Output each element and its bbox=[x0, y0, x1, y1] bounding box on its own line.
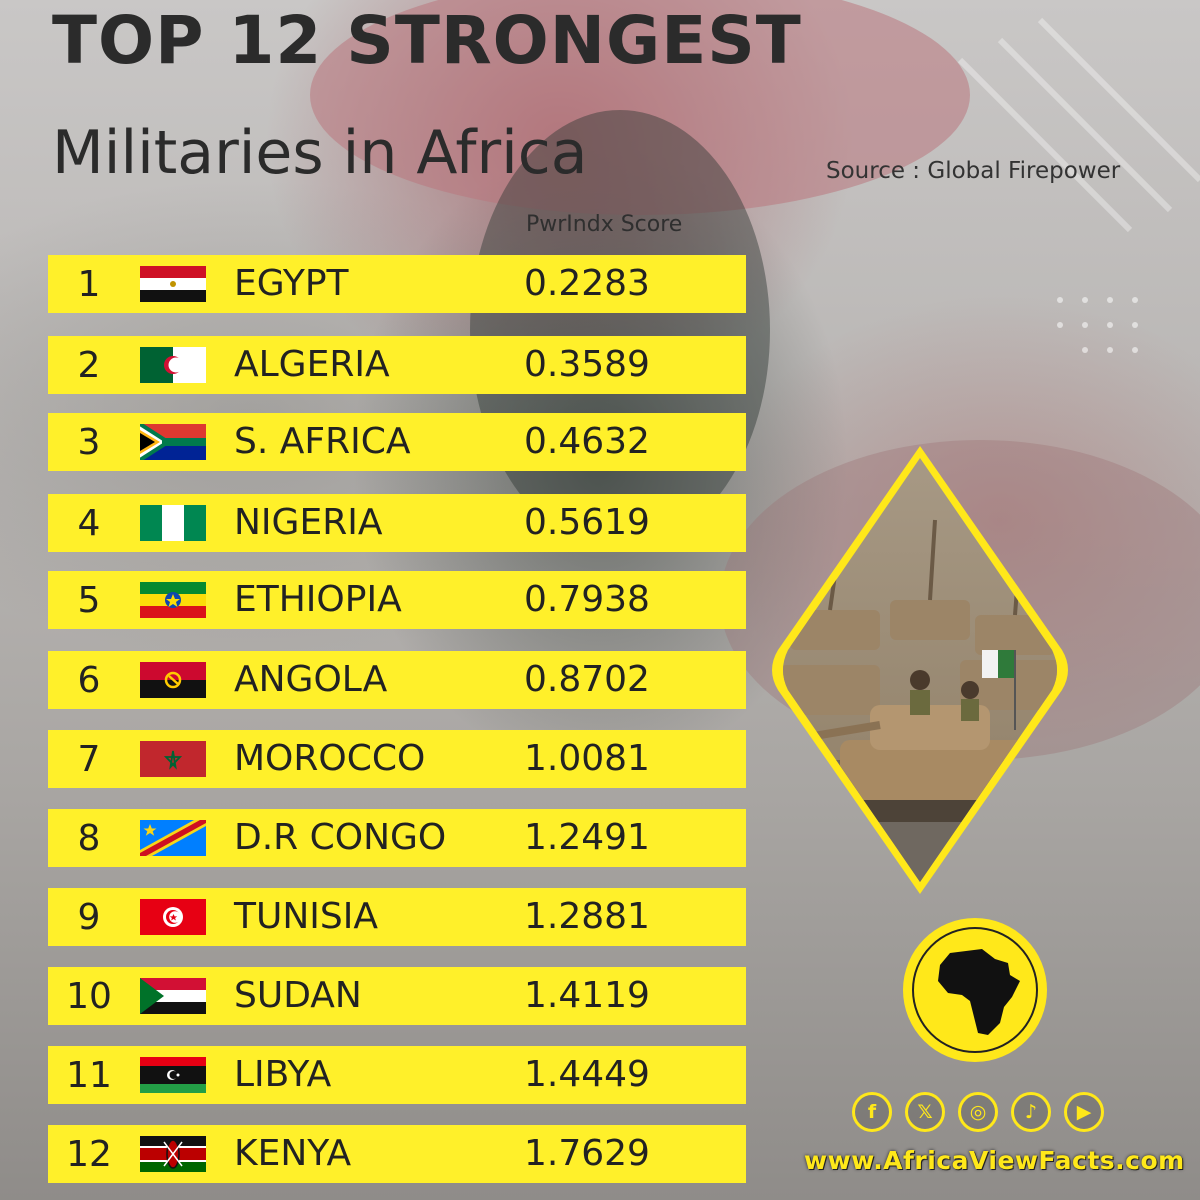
x-icon[interactable]: 𝕏 bbox=[905, 1092, 945, 1132]
sudan-flag bbox=[140, 978, 206, 1014]
country-name: ALGERIA bbox=[234, 344, 390, 385]
facebook-icon[interactable]: f bbox=[852, 1092, 892, 1132]
tiktok-icon[interactable]: ♪ bbox=[1011, 1092, 1051, 1132]
rank-number: 4 bbox=[77, 503, 101, 544]
rank-number: 3 bbox=[77, 422, 101, 463]
algeria-flag bbox=[140, 347, 206, 383]
rank-number: 1 bbox=[77, 264, 101, 305]
libya-flag bbox=[140, 1057, 206, 1093]
rank-number: 2 bbox=[77, 345, 101, 386]
table-row: 6 ANGOLA 0.8702 bbox=[48, 651, 746, 709]
rank-number: 7 bbox=[77, 739, 101, 780]
instagram-icon[interactable]: ◎ bbox=[958, 1092, 998, 1132]
table-row: 7 MOROCCO 1.0081 bbox=[48, 730, 746, 788]
page-title: TOP 12 STRONGEST bbox=[52, 2, 802, 79]
table-row: 3 S. AFRICA 0.4632 bbox=[48, 413, 746, 471]
country-name: KENYA bbox=[234, 1133, 352, 1174]
egypt-flag bbox=[140, 266, 206, 302]
table-row: 4 NIGERIA 0.5619 bbox=[48, 494, 746, 552]
pwrindx-score: 0.4632 bbox=[524, 421, 650, 462]
tank-parade-photo bbox=[772, 446, 1068, 894]
table-row: 11 LIBYA 1.4449 bbox=[48, 1046, 746, 1104]
rank-number: 6 bbox=[77, 660, 101, 701]
table-row: 2 ALGERIA 0.3589 bbox=[48, 336, 746, 394]
youtube-icon[interactable]: ▶ bbox=[1064, 1092, 1104, 1132]
country-name: MOROCCO bbox=[234, 738, 426, 779]
morocco-flag bbox=[140, 741, 206, 777]
rank-number: 9 bbox=[77, 897, 101, 938]
table-row: 1 EGYPT 0.2283 bbox=[48, 255, 746, 313]
pwrindx-score: 0.7938 bbox=[524, 579, 650, 620]
table-row: 9 TUNISIA 1.2881 bbox=[48, 888, 746, 946]
table-row: 5 ETHIOPIA 0.7938 bbox=[48, 571, 746, 629]
country-name: NIGERIA bbox=[234, 502, 383, 543]
rank-number: 11 bbox=[66, 1055, 112, 1096]
country-name: D.R CONGO bbox=[234, 817, 447, 858]
pwrindx-score: 1.2881 bbox=[524, 896, 650, 937]
table-row: 10 SUDAN 1.4119 bbox=[48, 967, 746, 1025]
angola-flag bbox=[140, 662, 206, 698]
rank-number: 10 bbox=[66, 976, 112, 1017]
kenya-flag bbox=[140, 1136, 206, 1172]
website-link[interactable]: www.AfricaViewFacts.com bbox=[804, 1146, 1185, 1175]
rank-number: 12 bbox=[66, 1134, 112, 1175]
score-column-header: PwrIndx Score bbox=[526, 212, 683, 237]
country-name: TUNISIA bbox=[234, 896, 378, 937]
tunisia-flag bbox=[140, 899, 206, 935]
dr-congo-flag bbox=[140, 820, 206, 856]
pwrindx-score: 1.2491 bbox=[524, 817, 650, 858]
source-label: Source : Global Firepower bbox=[826, 158, 1121, 184]
south-africa-flag bbox=[138, 422, 206, 462]
page-subtitle: Militaries in Africa bbox=[52, 118, 588, 188]
country-name: S. AFRICA bbox=[234, 421, 411, 462]
pwrindx-score: 0.2283 bbox=[524, 263, 650, 304]
pwrindx-score: 1.4449 bbox=[524, 1054, 650, 1095]
rank-number: 5 bbox=[77, 580, 101, 621]
africa-view-facts-logo bbox=[903, 918, 1047, 1062]
pwrindx-score: 1.7629 bbox=[524, 1133, 650, 1174]
table-row: 12 KENYA 1.7629 bbox=[48, 1125, 746, 1183]
nigeria-flag bbox=[140, 505, 206, 541]
table-row: 8 D.R CONGO 1.2491 bbox=[48, 809, 746, 867]
country-name: EGYPT bbox=[234, 263, 349, 304]
country-name: ETHIOPIA bbox=[234, 579, 402, 620]
country-name: ANGOLA bbox=[234, 659, 388, 700]
pwrindx-score: 1.0081 bbox=[524, 738, 650, 779]
rank-number: 8 bbox=[77, 818, 101, 859]
country-name: LIBYA bbox=[234, 1054, 332, 1095]
pwrindx-score: 0.5619 bbox=[524, 502, 650, 543]
country-name: SUDAN bbox=[234, 975, 362, 1016]
pwrindx-score: 1.4119 bbox=[524, 975, 650, 1016]
pwrindx-score: 0.3589 bbox=[524, 344, 650, 385]
social-links: f 𝕏 ◎ ♪ ▶ bbox=[852, 1092, 1122, 1136]
pwrindx-score: 0.8702 bbox=[524, 659, 650, 700]
ethiopia-flag bbox=[140, 582, 206, 618]
